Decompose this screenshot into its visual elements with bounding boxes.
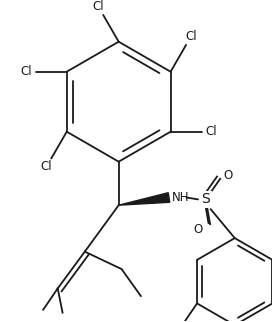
Text: Cl: Cl <box>185 30 197 43</box>
Text: Cl: Cl <box>206 125 217 138</box>
Text: O: O <box>194 223 203 235</box>
Text: NH: NH <box>172 191 189 204</box>
Text: O: O <box>223 169 232 182</box>
Text: Cl: Cl <box>93 0 104 13</box>
Text: Cl: Cl <box>41 160 52 173</box>
Polygon shape <box>119 193 170 205</box>
Text: Cl: Cl <box>20 65 32 78</box>
Text: S: S <box>201 193 210 206</box>
